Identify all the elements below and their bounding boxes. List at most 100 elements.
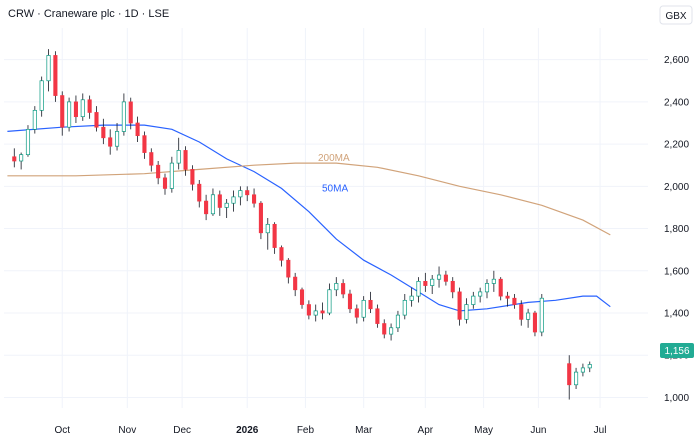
candle-body-up [526,312,531,320]
candle[interactable] [156,161,161,185]
candle[interactable] [443,270,448,286]
candle[interactable] [73,95,78,123]
candle-body-down [382,323,387,335]
candle[interactable] [327,283,332,316]
candle[interactable] [478,287,483,303]
candle-body-down [299,289,305,305]
candle[interactable] [53,51,58,102]
ma-label-200ma: 200MA [318,153,350,164]
candle[interactable] [128,97,133,130]
candle[interactable] [532,310,538,337]
candle[interactable] [135,116,140,142]
candles[interactable] [12,49,592,400]
candle-body-down [87,99,92,113]
candle[interactable] [519,300,524,326]
candle[interactable] [334,277,339,297]
candle[interactable] [512,294,517,309]
candle[interactable] [142,131,147,159]
candle[interactable] [491,270,496,292]
candle[interactable] [484,279,490,299]
candle[interactable] [231,190,236,212]
candle[interactable] [313,304,318,322]
candle[interactable] [450,277,455,299]
candle[interactable] [190,165,195,191]
candle[interactable] [46,49,51,92]
candle[interactable] [306,300,311,320]
candle[interactable] [526,308,531,328]
candle[interactable] [176,137,181,170]
candle[interactable] [464,298,469,324]
candle-body-down [190,169,195,185]
candle[interactable] [382,319,387,339]
candle[interactable] [67,97,72,132]
candle[interactable] [25,125,31,157]
candle[interactable] [114,123,120,151]
candle[interactable] [224,199,229,218]
candle[interactable] [279,245,284,267]
candle[interactable] [149,148,154,172]
candle[interactable] [574,367,579,389]
candle[interactable] [423,272,428,292]
currency-badge[interactable]: GBX [659,5,693,25]
candle[interactable] [539,294,544,337]
candle[interactable] [286,258,291,284]
candle-body-up [46,55,51,82]
candle[interactable] [505,291,510,307]
candle[interactable] [402,294,407,320]
candle[interactable] [32,106,37,134]
candle[interactable] [210,188,216,216]
candle[interactable] [299,287,305,309]
candle-body-up [389,327,394,335]
candle-body-up [539,297,544,333]
axes: 1,0001,2001,4001,6001,8002,0002,2002,400… [54,55,689,436]
candle[interactable] [498,277,503,301]
candle[interactable] [12,148,17,168]
candle[interactable] [265,218,270,250]
candle[interactable] [587,361,592,373]
candle[interactable] [252,188,257,208]
candle[interactable] [409,287,414,307]
candle-body-down [505,295,510,299]
candle[interactable] [245,186,250,202]
candle[interactable] [341,279,346,299]
candle[interactable] [19,152,24,170]
candle[interactable] [361,296,366,322]
candle[interactable] [580,363,585,377]
candle[interactable] [162,173,168,195]
candle[interactable] [204,194,209,221]
candle[interactable] [375,304,380,328]
candle-body-down [272,223,277,248]
candle-body-down [258,202,263,234]
candle[interactable] [416,277,421,303]
candle[interactable] [293,272,298,297]
candle[interactable] [39,76,44,117]
candle[interactable] [197,180,202,208]
candle[interactable] [436,266,442,288]
candle[interactable] [108,129,113,155]
candle[interactable] [80,93,85,121]
candle[interactable] [217,190,222,216]
candle[interactable] [87,95,92,119]
candle[interactable] [395,310,400,332]
candle[interactable] [354,304,359,324]
candle[interactable] [272,222,277,254]
candle[interactable] [60,91,65,136]
candle[interactable] [320,302,325,320]
candle[interactable] [368,291,373,313]
candle-body-down [252,194,257,204]
candle[interactable] [94,106,99,132]
candle[interactable] [238,186,243,206]
candle[interactable] [389,323,394,341]
candle[interactable] [457,287,462,326]
candle[interactable] [567,355,572,400]
candle[interactable] [471,291,476,309]
candle[interactable] [101,118,106,145]
candle[interactable] [430,275,435,294]
candle[interactable] [258,201,263,240]
candle-body-down [450,280,455,293]
candle[interactable] [169,156,174,193]
candle[interactable] [121,93,126,136]
candle[interactable] [183,146,188,176]
candle[interactable] [347,289,353,313]
